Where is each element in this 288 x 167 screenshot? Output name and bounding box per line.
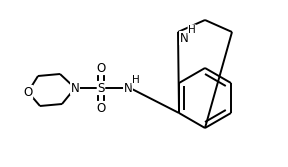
Text: O: O xyxy=(96,102,106,115)
Text: H: H xyxy=(188,25,196,35)
Text: N: N xyxy=(180,32,188,44)
Text: N: N xyxy=(124,81,132,95)
Text: S: S xyxy=(97,81,105,95)
Text: O: O xyxy=(23,86,33,99)
Text: N: N xyxy=(71,81,79,95)
Text: H: H xyxy=(132,75,140,85)
Text: O: O xyxy=(96,61,106,74)
